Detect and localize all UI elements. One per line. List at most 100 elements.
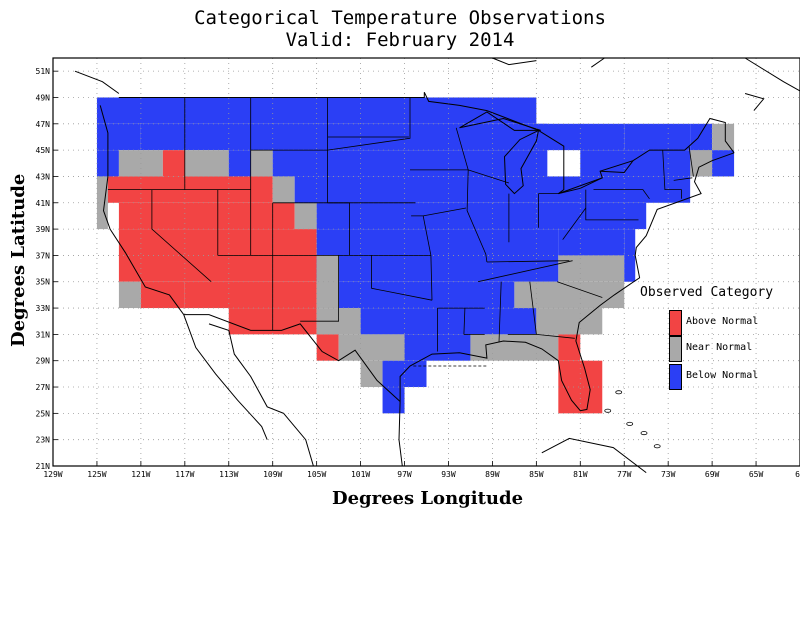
- grid-lines: [53, 58, 800, 466]
- cell-above-normal: [162, 150, 185, 177]
- cell-below-normal: [96, 123, 141, 151]
- y-tick-label: 21N: [36, 462, 51, 471]
- cell-above-normal: [558, 360, 603, 414]
- y-tick-label: 45N: [36, 146, 51, 155]
- x-tick-label: 65W: [749, 470, 764, 479]
- x-tick-label: 109W: [263, 470, 282, 479]
- x-tick-label: 101W: [351, 470, 370, 479]
- x-tick-label: 125W: [87, 470, 106, 479]
- cell-near-normal: [470, 334, 559, 361]
- mexico-border: [183, 314, 401, 402]
- cell-near-normal: [558, 255, 625, 282]
- cell-below-normal: [272, 150, 548, 177]
- cell-near-normal: [294, 202, 317, 230]
- map-title: Categorical Temperature Observations: [194, 7, 606, 29]
- cell-near-normal: [118, 281, 141, 309]
- cell-below-normal: [96, 97, 427, 124]
- y-tick-label: 43N: [36, 172, 51, 181]
- y-axis-label: Degrees Latitude: [8, 173, 29, 347]
- cell-near-normal: [272, 176, 295, 203]
- y-tick-label: 39N: [36, 225, 51, 234]
- island-3: [640, 431, 648, 436]
- cell-near-normal: [712, 123, 735, 151]
- northern-coast-3: [744, 57, 800, 92]
- island-0: [615, 390, 623, 395]
- cell-near-normal: [690, 150, 713, 177]
- x-tick-label: 117W: [175, 470, 194, 479]
- cell-below-normal: [382, 387, 405, 414]
- x-tick-label: 81W: [573, 470, 588, 479]
- lake-ontario: [600, 160, 634, 174]
- cell-above-normal: [558, 334, 581, 361]
- y-tick-label: 41N: [36, 199, 51, 208]
- x-tick-label: 89W: [485, 470, 500, 479]
- legend-label-above-normal: Above Normal: [686, 316, 759, 327]
- cell-near-normal: [184, 150, 229, 177]
- island-4: [653, 444, 661, 449]
- east-coastline: [399, 152, 735, 412]
- y-tick-label: 35N: [36, 278, 51, 287]
- legend-swatch-above-normal: [669, 310, 682, 336]
- y-tick-label: 47N: [36, 120, 51, 129]
- legend-label-near-normal: Near Normal: [686, 342, 753, 353]
- temperature-cells: [96, 97, 735, 414]
- northern-coast-1: [492, 57, 537, 66]
- legend-swatch-below-normal: [669, 364, 682, 390]
- lake-erie: [558, 177, 603, 195]
- cell-near-normal: [96, 176, 108, 230]
- x-axis-label: Degrees Longitude: [331, 488, 524, 509]
- cell-above-normal: [250, 176, 273, 203]
- west-coastline: [99, 105, 185, 315]
- y-tick-label: 25N: [36, 409, 51, 418]
- island-1: [604, 408, 612, 413]
- cell-near-normal: [338, 334, 405, 361]
- cell-below-normal: [360, 308, 537, 335]
- legend-title: Observed Category: [640, 285, 774, 300]
- lake-michigan: [503, 129, 539, 195]
- map-frame: [52, 57, 800, 467]
- state-boundaries: [107, 97, 694, 367]
- x-tick-label: 105W: [307, 470, 326, 479]
- cell-below-normal: [712, 150, 735, 177]
- x-tick-label: 97W: [397, 470, 412, 479]
- canada-border: [118, 91, 735, 195]
- northern-coast-4: [744, 93, 765, 111]
- northern-coast-0: [74, 70, 120, 94]
- x-tick-label: 121W: [131, 470, 150, 479]
- y-tick-label: 37N: [36, 251, 51, 260]
- y-tick-label: 33N: [36, 304, 51, 313]
- cell-above-normal: [140, 281, 185, 309]
- mexico-west-coast: [283, 413, 314, 467]
- cell-below-normal: [558, 229, 625, 256]
- cell-above-normal: [118, 202, 295, 230]
- x-tick-label: 77W: [617, 470, 632, 479]
- y-tick-label: 27N: [36, 383, 51, 392]
- x-tick-label: 129W: [43, 470, 62, 479]
- mexico-gulf-coast: [398, 401, 403, 467]
- y-tick-label: 23N: [36, 436, 51, 445]
- cell-above-normal: [184, 281, 317, 309]
- cell-below-normal: [624, 229, 636, 282]
- cell-below-normal: [426, 97, 537, 124]
- island-2: [626, 421, 634, 426]
- cell-near-normal: [316, 255, 339, 309]
- cell-below-normal: [624, 123, 691, 151]
- gulf-of-california: [208, 323, 284, 414]
- x-tick-label: 113W: [219, 470, 238, 479]
- lake-superior: [459, 111, 541, 131]
- cell-below-normal: [338, 281, 515, 309]
- legend-label-below-normal: Below Normal: [686, 370, 759, 381]
- cell-near-normal: [250, 150, 273, 177]
- x-tick-label: 93W: [441, 470, 456, 479]
- cell-above-normal: [316, 334, 339, 361]
- x-tick-label: 73W: [661, 470, 676, 479]
- x-tick-label: 61: [795, 470, 800, 479]
- x-tick-label: 69W: [705, 470, 720, 479]
- axis-ticks: 129W 125W 121W 117W 113W 109W 105W 101W 97W 93W 89…: [36, 67, 800, 479]
- legend-swatch-near-normal: [669, 336, 682, 362]
- y-tick-label: 51N: [36, 67, 51, 76]
- northern-coast-2: [591, 57, 605, 68]
- y-tick-label: 29N: [36, 357, 51, 366]
